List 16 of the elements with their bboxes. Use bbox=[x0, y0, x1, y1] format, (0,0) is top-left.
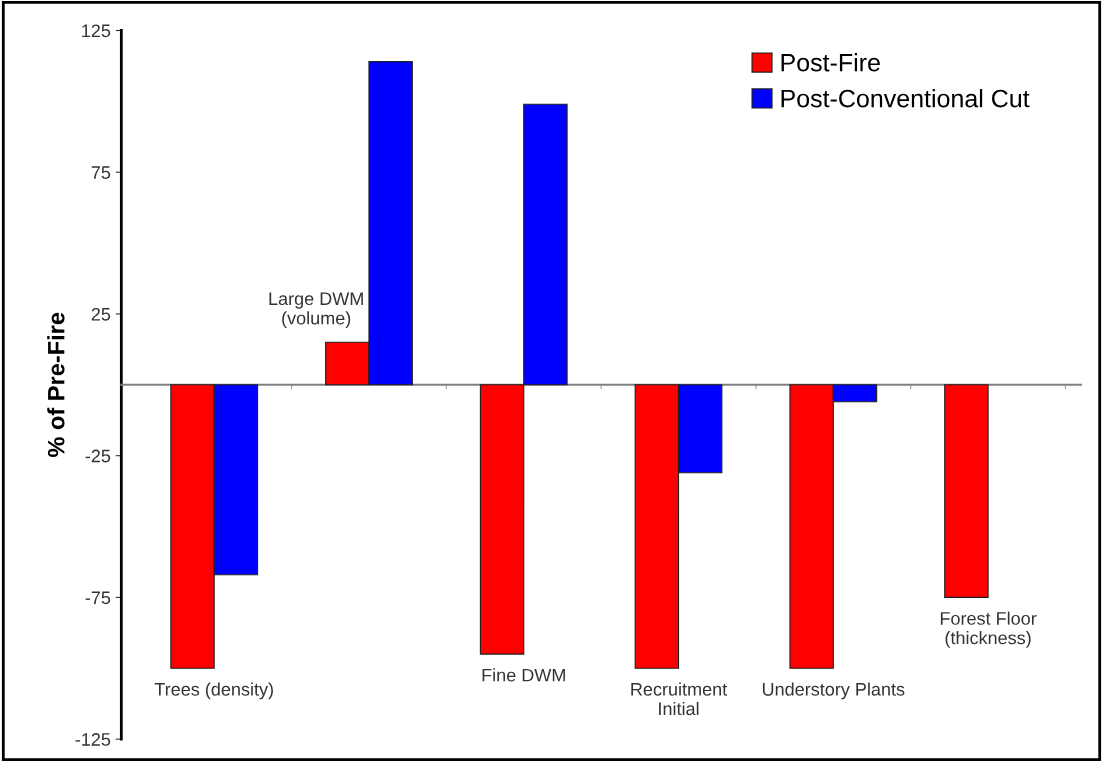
y-tick-label: -125 bbox=[75, 733, 111, 746]
y-tick-label: -75 bbox=[85, 591, 111, 605]
x-tick-label: Fine DWM bbox=[482, 668, 565, 682]
y-tick-label: 25 bbox=[91, 307, 111, 321]
y-tick-label: 125 bbox=[82, 24, 111, 38]
legend-label: Post-Conventional Cut bbox=[781, 89, 1030, 108]
x-tick-label: Recruitment Initial bbox=[631, 682, 728, 716]
x-tick-label: Forest Floor (thickness) bbox=[940, 611, 1037, 648]
y-tick-label: 75 bbox=[91, 166, 111, 179]
x-tick-label: Trees (density) bbox=[154, 682, 273, 700]
x-tick-label: Large DWM (volume) bbox=[269, 292, 363, 329]
legend-label: Post-Fire bbox=[781, 53, 880, 72]
y-axis-title: % of Pre-Fire bbox=[47, 312, 65, 458]
y-tick-label: -25 bbox=[85, 449, 111, 463]
x-tick-label: Understory Plants bbox=[762, 682, 905, 700]
bar bbox=[944, 384, 989, 598]
